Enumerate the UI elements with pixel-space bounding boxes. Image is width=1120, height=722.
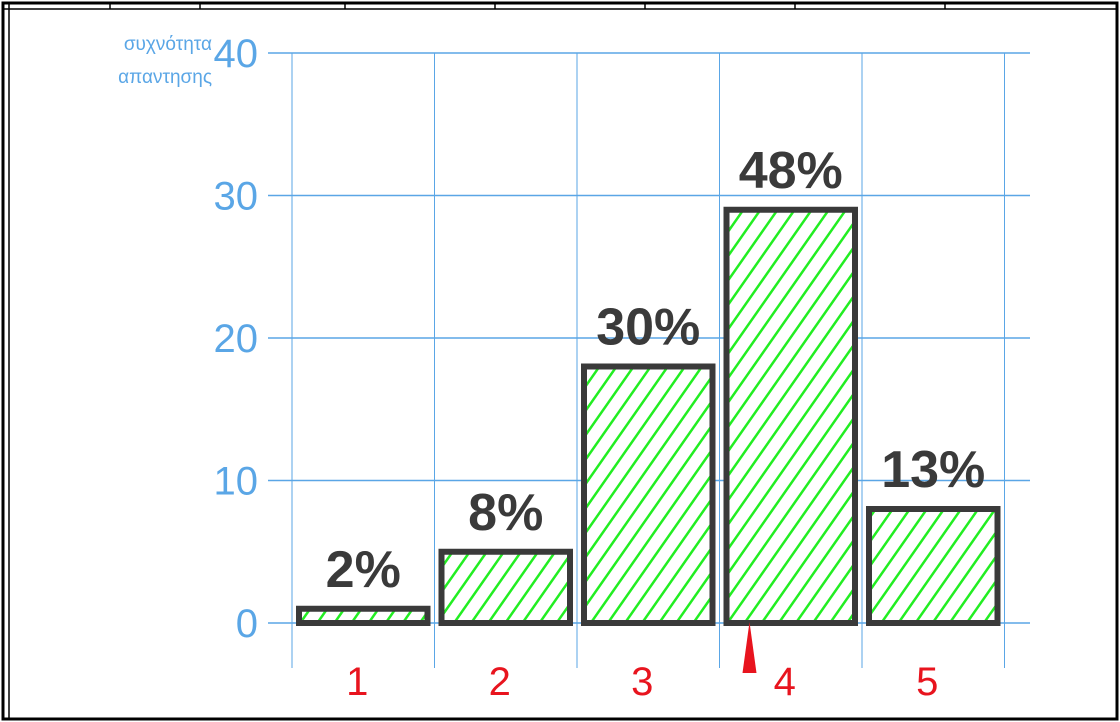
data-labels: 2% 8% 30% 48% 13%: [326, 142, 986, 599]
data-label-2: 8%: [468, 484, 543, 542]
x-tick-label-3: 3: [631, 660, 653, 704]
y-tick-label: 30: [214, 175, 259, 219]
data-label-3: 30%: [596, 299, 700, 357]
bar-4: [723, 206, 858, 626]
data-label-5: 13%: [881, 441, 985, 499]
x-tick-label-1: 1: [346, 660, 368, 704]
y-tick-label: 20: [214, 317, 259, 361]
y-tick-label: 0: [236, 602, 258, 646]
x-tick-labels: 1 2 3 4 5: [346, 660, 938, 704]
x-tick-label-4: 4: [774, 660, 796, 704]
bar-5: [866, 506, 1001, 626]
top-table-cell-dividers: [109, 3, 946, 9]
x-tick-label-5: 5: [916, 660, 938, 704]
bars: [296, 206, 1001, 626]
y-axis-label-line-2: απαντησης: [118, 67, 212, 88]
y-tick-label: 10: [214, 460, 259, 504]
data-label-4: 48%: [739, 142, 843, 200]
y-tick-label: 40: [214, 32, 259, 76]
y-tick-labels: 0 10 20 30 40: [214, 32, 259, 646]
y-axis-label-line-1: συχνότητα: [124, 34, 212, 55]
bar-3: [581, 363, 716, 626]
bar-2: [438, 548, 573, 626]
data-label-1: 2%: [326, 541, 401, 599]
x-tick-label-2: 2: [489, 660, 511, 704]
bar-1: [296, 605, 431, 626]
marker-arrow: [742, 622, 757, 673]
marker: [742, 622, 757, 673]
